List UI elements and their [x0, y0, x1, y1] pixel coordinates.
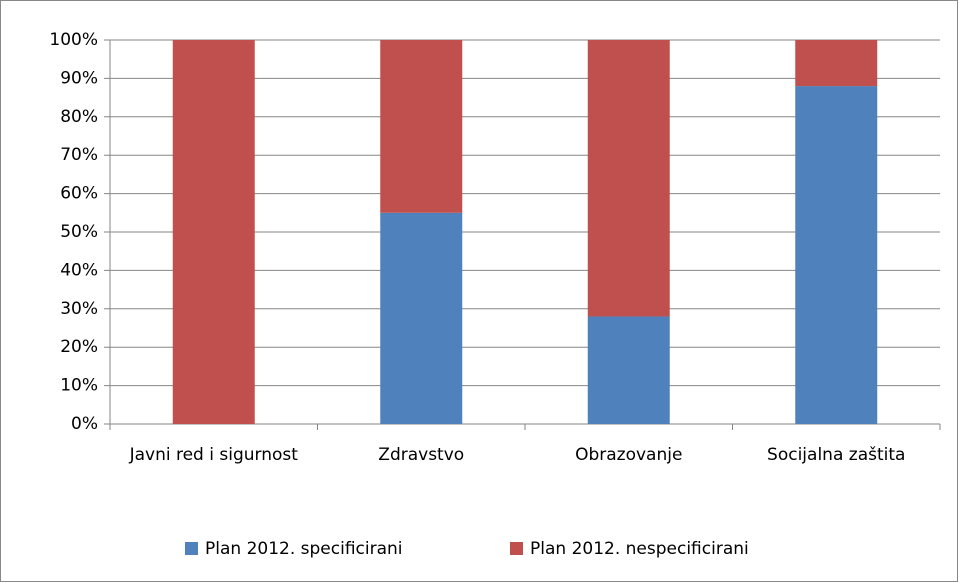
- bar-segment: [795, 40, 878, 87]
- bar-segment: [587, 316, 670, 424]
- x-tick-label: Javni red i sigurnost: [129, 445, 298, 465]
- y-tick-label: 20%: [60, 337, 98, 357]
- y-tick-label: 90%: [60, 68, 98, 88]
- bar-segment: [587, 40, 670, 317]
- legend-swatch: [510, 542, 523, 555]
- x-tick-label: Socijalna zaštita: [767, 445, 906, 465]
- legend-label: Plan 2012. specificirani: [205, 539, 403, 559]
- y-tick-label: 10%: [60, 376, 98, 396]
- bar-segment: [380, 40, 463, 213]
- y-tick-label: 60%: [60, 184, 98, 204]
- y-tick-label: 30%: [60, 299, 98, 319]
- bar-segment: [172, 40, 255, 424]
- y-tick-label: 40%: [60, 260, 98, 280]
- x-tick-label: Zdravstvo: [378, 445, 465, 465]
- legend-swatch: [185, 542, 198, 555]
- legend-label: Plan 2012. nespecificirani: [530, 539, 749, 559]
- bar-segment: [795, 86, 878, 424]
- y-tick-label: 80%: [60, 107, 98, 127]
- y-tick-label: 50%: [60, 222, 98, 242]
- y-tick-label: 0%: [71, 414, 98, 434]
- x-tick-label: Obrazovanje: [575, 445, 683, 465]
- y-tick-label: 100%: [49, 30, 98, 50]
- bar-segment: [380, 212, 463, 424]
- y-tick-label: 70%: [60, 145, 98, 165]
